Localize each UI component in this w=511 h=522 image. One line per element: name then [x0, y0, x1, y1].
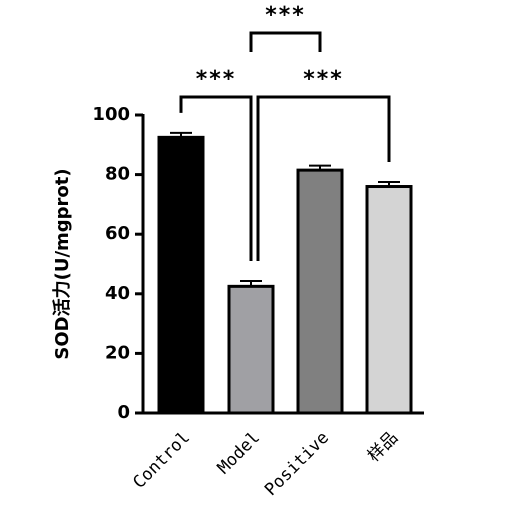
x-tick-label: Positive	[261, 428, 333, 500]
significance-label: ***	[303, 67, 344, 92]
x-tick-label: Control	[129, 428, 194, 493]
bar	[296, 168, 344, 415]
x-tick-label: 样品	[364, 428, 402, 466]
y-tick-label: 60	[105, 223, 130, 244]
y-tick-label: 40	[105, 283, 130, 304]
x-tick-label: Model	[214, 428, 264, 478]
bar	[227, 284, 275, 415]
y-axis-label: SOD活力(U/mgprot)	[51, 168, 73, 359]
y-tick-label: 100	[92, 104, 130, 125]
y-tick-label: 0	[117, 402, 130, 423]
y-tick-label: 80	[105, 164, 130, 185]
significance-label: ***	[196, 67, 237, 92]
y-tick-label: 20	[105, 342, 130, 363]
significance-bracket	[249, 31, 322, 52]
bar	[365, 185, 413, 415]
significance-bracket	[256, 95, 391, 261]
significance-bracket	[179, 95, 253, 261]
bar	[157, 135, 205, 415]
significance-label: ***	[265, 3, 306, 28]
